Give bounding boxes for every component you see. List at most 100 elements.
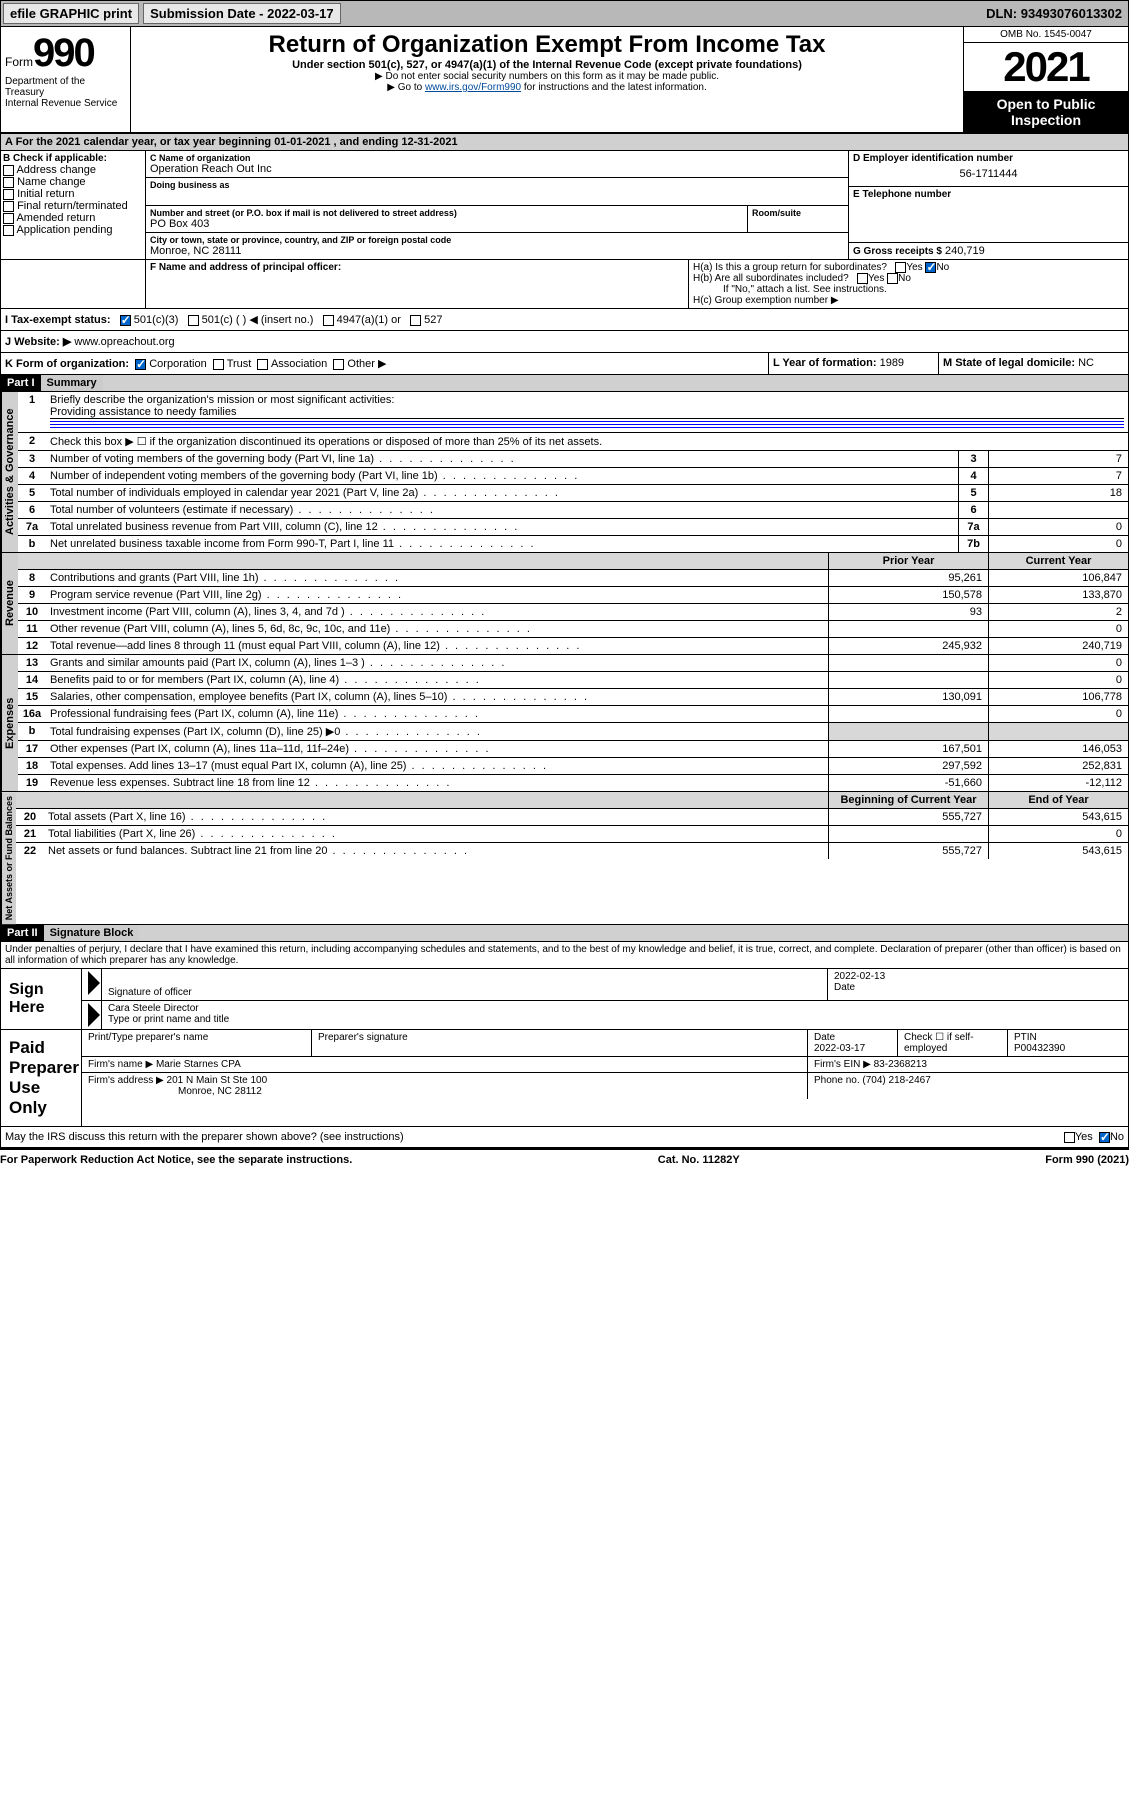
c-addr-row: Number and street (or P.O. box if mail i… — [146, 206, 848, 233]
j-label: J Website: ▶ — [5, 336, 71, 348]
h-note: If "No," attach a list. See instructions… — [693, 284, 1124, 295]
b-opt-2-label: Initial return — [17, 188, 74, 200]
instr2-prefix: ▶ Go to — [387, 82, 425, 93]
section-m: M State of legal domicile: NC — [938, 353, 1128, 374]
prep-sig-label: Preparer's signature — [318, 1032, 801, 1043]
table-row: 9Program service revenue (Part VIII, lin… — [18, 587, 1128, 604]
top-bar: efile GRAPHIC print Submission Date - 20… — [0, 0, 1129, 27]
b-opt-5-label: Application pending — [16, 224, 112, 236]
i-opt-1: 501(c) ( ) ◀ (insert no.) — [202, 314, 314, 326]
section-d: D Employer identification number 56-1711… — [849, 151, 1128, 187]
efile-print-button[interactable]: efile GRAPHIC print — [3, 3, 139, 24]
part1-expenses: Expenses 13Grants and similar amounts pa… — [0, 655, 1129, 792]
submission-label: Submission Date — [150, 6, 255, 21]
section-j: J Website: ▶ www.opreachout.org — [1, 331, 1128, 352]
k-corp-check[interactable] — [135, 359, 146, 370]
c-name-value: Operation Reach Out Inc — [150, 163, 844, 175]
c-name: C Name of organization Operation Reach O… — [146, 151, 848, 178]
yes: Yes — [1075, 1131, 1093, 1143]
firm-addr: 201 N Main St Ste 100 — [167, 1075, 268, 1086]
discuss-no-check[interactable] — [1099, 1132, 1110, 1143]
form-header: Form990 Department of the Treasury Inter… — [0, 27, 1129, 134]
discuss-row: May the IRS discuss this return with the… — [0, 1127, 1129, 1148]
h-a: H(a) Is this a group return for subordin… — [693, 262, 1124, 273]
c-addr-value: PO Box 403 — [150, 218, 743, 230]
h-a-no-check[interactable] — [925, 262, 936, 273]
g-value: 240,719 — [945, 245, 985, 257]
table-row: 6Total number of volunteers (estimate if… — [18, 502, 1128, 519]
d-label: D Employer identification number — [853, 153, 1124, 164]
table-row: 7aTotal unrelated business revenue from … — [18, 519, 1128, 536]
d-value: 56-1711444 — [853, 164, 1124, 184]
table-row: 14Benefits paid to or for members (Part … — [18, 672, 1128, 689]
table-row: 17Other expenses (Part IX, column (A), l… — [18, 741, 1128, 758]
part1-header: Part I Summary — [0, 375, 1129, 392]
discuss-text: May the IRS discuss this return with the… — [5, 1131, 1064, 1143]
firm-ein-label: Firm's EIN ▶ — [814, 1059, 871, 1070]
form-number: 990 — [33, 31, 94, 75]
b-opt-4[interactable]: Amended return — [3, 212, 143, 224]
part1-hdr: Part I — [1, 375, 41, 391]
m-value: NC — [1078, 357, 1094, 369]
section-b-label: B Check if applicable: — [3, 153, 143, 164]
yes: Yes — [906, 262, 922, 273]
table-row: 18Total expenses. Add lines 13–17 (must … — [18, 758, 1128, 775]
net-col-header: Beginning of Current Year End of Year — [16, 792, 1128, 809]
part1-netassets: Net Assets or Fund Balances Beginning of… — [0, 792, 1129, 925]
i-label: I Tax-exempt status: — [5, 314, 111, 326]
instr2-suffix: for instructions and the latest informat… — [521, 82, 707, 93]
instr-1: ▶ Do not enter social security numbers o… — [135, 71, 959, 82]
table-row: 5Total number of individuals employed in… — [18, 485, 1128, 502]
e-label: E Telephone number — [853, 189, 1124, 200]
q2-text: Check this box ▶ ☐ if the organization d… — [46, 433, 1128, 450]
b-opt-0[interactable]: Address change — [3, 164, 143, 176]
b-opt-3-label: Final return/terminated — [17, 200, 128, 212]
col-begin-year: Beginning of Current Year — [828, 792, 988, 808]
section-fh: F Name and address of principal officer:… — [0, 260, 1129, 309]
firm-city: Monroe, NC 28112 — [88, 1086, 262, 1097]
section-bcdeg: B Check if applicable: Address change Na… — [0, 151, 1129, 260]
dln: DLN: 93493076013302 — [980, 4, 1128, 23]
k-label: K Form of organization: — [5, 358, 129, 370]
c-name-label: C Name of organization — [150, 153, 844, 163]
form-prefix: Form — [5, 55, 33, 69]
j-value: www.opreachout.org — [74, 336, 174, 348]
h-c: H(c) Group exemption number ▶ — [693, 295, 1124, 306]
irs-link[interactable]: www.irs.gov/Form990 — [425, 82, 521, 93]
section-a: A For the 2021 calendar year, or tax yea… — [0, 134, 1129, 151]
form-number-block: Form990 Department of the Treasury Inter… — [1, 27, 131, 132]
section-b: B Check if applicable: Address change Na… — [1, 151, 146, 259]
k-opt-0: Corporation — [149, 358, 206, 370]
i-501c3-check[interactable] — [120, 315, 131, 326]
b-opt-2[interactable]: Initial return — [3, 188, 143, 200]
i-opt-0: 501(c)(3) — [134, 314, 179, 326]
submission-date-box: Submission Date - 2022-03-17 — [143, 3, 341, 24]
vtab-expenses: Expenses — [1, 655, 18, 791]
rev-col-header: Prior Year Current Year — [18, 553, 1128, 570]
tax-year: 2021 — [964, 43, 1128, 92]
col-end-year: End of Year — [988, 792, 1128, 808]
department: Department of the Treasury Internal Reve… — [5, 76, 126, 109]
section-ij: I Tax-exempt status: 501(c)(3) 501(c) ( … — [0, 309, 1129, 353]
l-label: L Year of formation: — [773, 357, 877, 369]
paid-preparer-block: Paid Preparer Use Only Print/Type prepar… — [0, 1030, 1129, 1127]
c-dba: Doing business as — [146, 178, 848, 206]
section-c-block: C Name of organization Operation Reach O… — [146, 151, 848, 259]
mission-text: Providing assistance to needy families — [50, 406, 1124, 419]
b-opt-5[interactable]: Application pending — [3, 224, 143, 236]
open-to-public: Open to Public Inspection — [964, 92, 1128, 132]
section-a-text: A For the 2021 calendar year, or tax yea… — [1, 134, 462, 150]
h-b: H(b) Are all subordinates included? Yes … — [693, 273, 1124, 284]
b-opt-3[interactable]: Final return/terminated — [3, 200, 143, 212]
section-klm: K Form of organization: Corporation Trus… — [0, 353, 1129, 375]
c-addr-label: Number and street (or P.O. box if mail i… — [150, 208, 743, 218]
c-city: City or town, state or province, country… — [146, 233, 848, 259]
section-f: F Name and address of principal officer: — [146, 260, 688, 308]
sig-typed-label: Type or print name and title — [108, 1014, 1122, 1025]
b-opt-1[interactable]: Name change — [3, 176, 143, 188]
table-row: bNet unrelated business taxable income f… — [18, 536, 1128, 552]
sig-name: Cara Steele Director — [108, 1003, 1122, 1014]
section-i: I Tax-exempt status: 501(c)(3) 501(c) ( … — [1, 309, 1128, 331]
table-row: 3Number of voting members of the governi… — [18, 451, 1128, 468]
table-row: 22Net assets or fund balances. Subtract … — [16, 843, 1128, 859]
